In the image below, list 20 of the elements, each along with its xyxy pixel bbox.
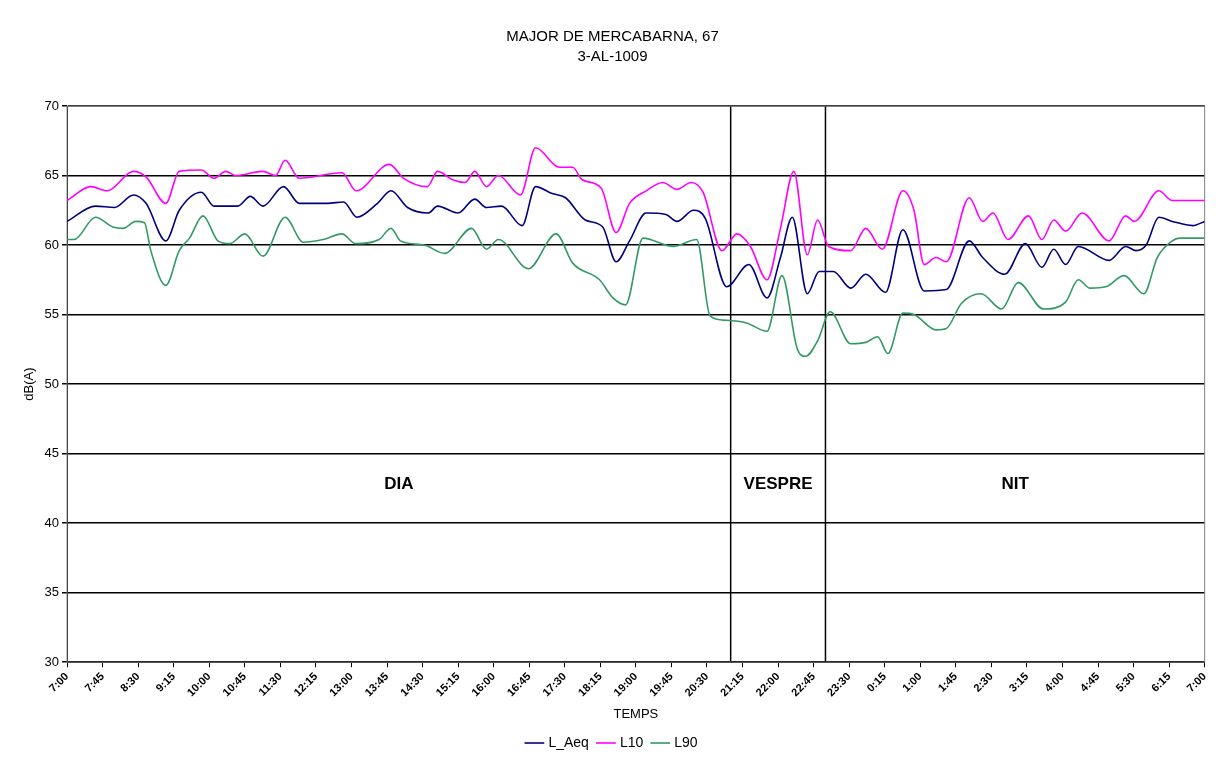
y-tick-label: 40: [44, 514, 60, 530]
annotation: VESPRE: [743, 473, 813, 493]
chart-title: MAJOR DE MERCABARNA, 67: [506, 27, 719, 45]
x-axis-title: TEMPS: [613, 705, 659, 721]
y-tick-label: 30: [44, 653, 60, 669]
y-tick-label: 70: [44, 97, 60, 113]
y-tick-label: 50: [44, 375, 60, 391]
y-axis-title: dB(A): [21, 367, 37, 401]
y-tick-label: 60: [44, 236, 60, 252]
y-tick-label: 35: [44, 584, 60, 600]
y-tick-label: 65: [44, 167, 60, 183]
chart-subtitle: 3-AL-1009: [577, 47, 648, 65]
y-tick-label: 55: [44, 306, 60, 322]
x-tick-label: 4:00: [1041, 669, 1067, 694]
legend-label: L90: [674, 733, 698, 750]
y-tick-label: 45: [44, 445, 60, 461]
legend-label: L_Aeq: [548, 733, 589, 750]
legend-label: L10: [619, 733, 644, 750]
annotation: DIA: [384, 473, 414, 493]
annotation: NIT: [1001, 473, 1030, 493]
